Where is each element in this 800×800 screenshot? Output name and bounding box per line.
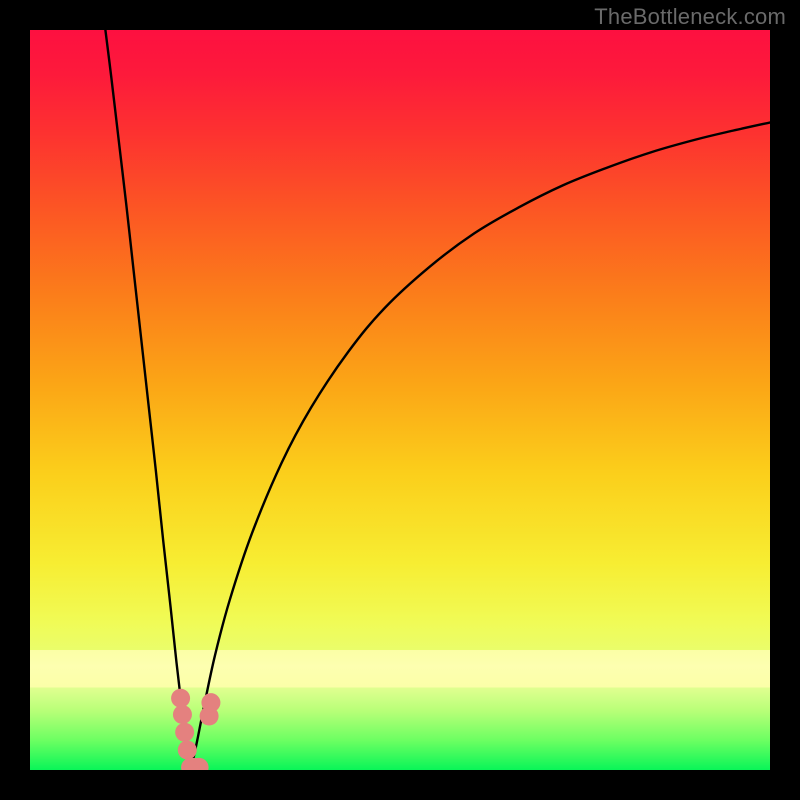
watermark-text: TheBottleneck.com: [594, 4, 786, 30]
chart-gradient-bg: [30, 30, 770, 770]
marker-point: [173, 705, 192, 724]
marker-point: [201, 693, 220, 712]
marker-point: [178, 741, 197, 760]
marker-point: [171, 689, 190, 708]
marker-point: [175, 723, 194, 742]
bottleneck-chart: TheBottleneck.com: [0, 0, 800, 800]
chart-svg: [0, 0, 800, 800]
